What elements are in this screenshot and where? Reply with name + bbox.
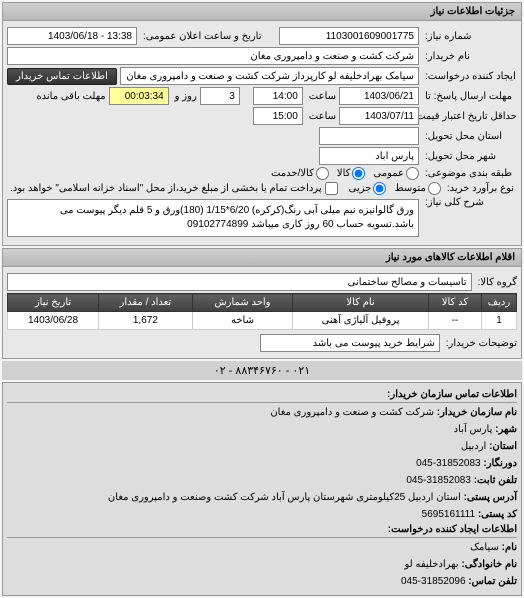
contact-panel: اطلاعات تماس سازمان خریدار: نام سازمان خ… — [2, 382, 522, 596]
col-date: تاریخ نیاز — [8, 294, 99, 312]
budget-opt-1[interactable]: کالا — [337, 167, 366, 180]
buyer-notes-field[interactable] — [260, 334, 440, 352]
pager-text: ۰۲ - ۸۸۳۴۶۷۶۰ - ۰۲۱ — [214, 365, 310, 377]
desc-text: ورق گالوانیزه نیم میلی آبی رنگ(کرکره) 6/… — [7, 199, 419, 237]
col-row: ردیف — [482, 294, 517, 312]
cell-row: 1 — [482, 312, 517, 330]
time-label-1: ساعت — [306, 91, 336, 102]
city-line: شهر: پارس آباد — [7, 422, 517, 437]
deadline-date-field[interactable] — [339, 87, 419, 105]
cell-code: -- — [428, 312, 481, 330]
buyer-label: نام خریدار: — [422, 51, 517, 62]
treasury-checkbox[interactable] — [325, 182, 338, 195]
cell-name: پروفیل آلیاژی آهنی — [293, 312, 429, 330]
remaining-label: مهلت باقی مانده — [33, 91, 105, 102]
creator-field[interactable] — [120, 67, 419, 85]
valid-time-field[interactable] — [253, 107, 303, 125]
addr-line: آدرس پستی: استان اردبیل 25کیلومتری شهرست… — [7, 490, 517, 505]
buyer-notes-label: توضیحات خریدار: — [443, 338, 517, 349]
group-field[interactable] — [7, 273, 472, 291]
need-type-label: نوع برآورد خرید: — [444, 183, 517, 194]
prov-line: استان: اردبیل — [7, 439, 517, 454]
contact-title-1: اطلاعات تماس سازمان خریدار: — [7, 389, 517, 403]
delivery-state-label: استان محل تحویل: — [422, 131, 517, 142]
delivery-city-field[interactable] — [319, 147, 419, 165]
remaining-days-field[interactable] — [200, 87, 240, 105]
items-panel-header: اقلام اطلاعات کالاهای مورد نیاز — [3, 249, 521, 267]
panel-header: جزئیات اطلاعات نیاز — [3, 3, 521, 21]
col-qty: تعداد / مقدار — [99, 294, 193, 312]
need-radio-group: متوسط جزیی — [349, 182, 441, 195]
announce-label: تاریخ و ساعت اعلان عمومی: — [140, 31, 262, 42]
req-no-field[interactable] — [279, 27, 419, 45]
org-line: نام سازمان خریدار: شرکت کشت و صنعت و دام… — [7, 405, 517, 420]
need-opt-1[interactable]: جزیی — [349, 182, 387, 195]
cell-date: 1403/06/28 — [8, 312, 99, 330]
req-no-label: شماره نیاز: — [422, 31, 517, 42]
budget-opt-0[interactable]: عمومی — [373, 167, 419, 180]
time-label-2: ساعت — [306, 111, 336, 122]
delivery-city-label: شهر محل تحویل: — [422, 151, 517, 162]
cell-unit: شاخه — [192, 312, 293, 330]
treasury-note: پرداخت تمام یا بخشی از مبلغ خرید،از محل … — [7, 183, 322, 194]
table-header-row: ردیف کد کالا نام کالا واحد شمارش تعداد /… — [8, 294, 517, 312]
valid-label: حداقل تاریخ اعتبار قیمت: تا تاریخ: — [422, 111, 517, 122]
creator-label: ایجاد کننده درخواست: — [422, 71, 517, 82]
col-name: نام کالا — [293, 294, 429, 312]
col-code: کد کالا — [428, 294, 481, 312]
days-label: روز و — [172, 91, 197, 102]
pager-bar: ۰۲ - ۸۸۳۴۶۷۶۰ - ۰۲۱ — [2, 361, 522, 380]
tel-line: تلفن ثابت: 31852083-045 — [7, 473, 517, 488]
valid-date-field[interactable] — [339, 107, 419, 125]
need-opt-0[interactable]: متوسط — [394, 182, 440, 195]
budget-opt-2[interactable]: کالا/خدمت — [271, 167, 329, 180]
buyer-field[interactable] — [7, 47, 419, 65]
tel2-line: تلفن تماس: 31852096-045 — [7, 574, 517, 589]
name-line: نام: سیامک — [7, 540, 517, 555]
budget-radio-group: عمومی کالا کالا/خدمت — [271, 167, 419, 180]
remaining-time-field[interactable] — [109, 87, 169, 105]
need-info-panel: جزئیات اطلاعات نیاز شماره نیاز: تاریخ و … — [2, 2, 522, 246]
delivery-state-field[interactable] — [319, 127, 419, 145]
family-line: نام خانوادگی: بهرادخلیفه لو — [7, 557, 517, 572]
contact-title-2: اطلاعات ایجاد کننده درخواست: — [7, 524, 517, 538]
post-line: کد پستی: 5695161111 — [7, 507, 517, 522]
cell-qty: 1,672 — [99, 312, 193, 330]
announce-field[interactable] — [7, 27, 137, 45]
budget-label: طبقه بندی موضوعی: — [422, 168, 517, 179]
contact-buyer-button[interactable]: اطلاعات تماس خریدار — [7, 68, 117, 85]
deadline-time-field[interactable] — [253, 87, 303, 105]
fax-line: دورنگار: 31852083-045 — [7, 456, 517, 471]
table-row[interactable]: 1 -- پروفیل آلیاژی آهنی شاخه 1,672 1403/… — [8, 312, 517, 330]
deadline-label: مهلت ارسال پاسخ: تا — [422, 91, 517, 102]
group-label: گروه کالا: — [475, 277, 517, 288]
items-panel: اقلام اطلاعات کالاهای مورد نیاز گروه کال… — [2, 248, 522, 359]
desc-label: شرح کلی نیاز: — [422, 197, 517, 208]
items-table: ردیف کد کالا نام کالا واحد شمارش تعداد /… — [7, 293, 517, 330]
col-unit: واحد شمارش — [192, 294, 293, 312]
